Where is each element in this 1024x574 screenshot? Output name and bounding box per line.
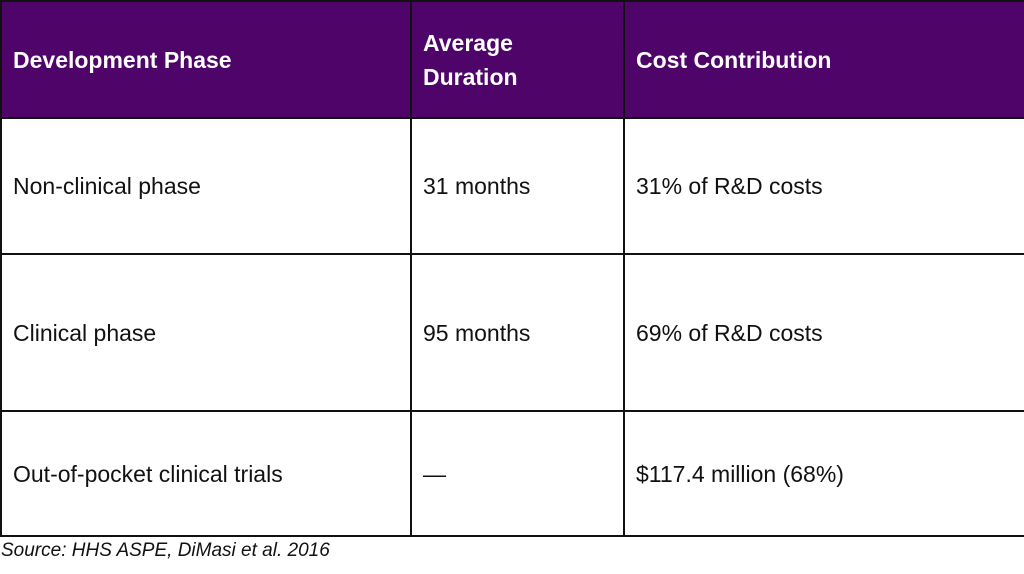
cost-table: Development Phase Average Duration Cost … — [0, 0, 1024, 537]
cell-cost: 31% of R&D costs — [623, 117, 1024, 255]
table-header-row: Development Phase Average Duration Cost … — [0, 0, 1024, 119]
cell-duration: — — [410, 410, 625, 537]
table-row: Non-clinical phase 31 months 31% of R&D … — [0, 117, 1024, 255]
cell-phase: Clinical phase — [0, 253, 412, 412]
cell-phase: Out-of-pocket clinical trials — [0, 410, 412, 537]
header-average-duration: Average Duration — [410, 0, 625, 119]
header-development-phase: Development Phase — [0, 0, 412, 119]
cell-cost: 69% of R&D costs — [623, 253, 1024, 412]
source-note: Source: HHS ASPE, DiMasi et al. 2016 — [1, 540, 330, 561]
cell-phase: Non-clinical phase — [0, 117, 412, 255]
table-row: Clinical phase 95 months 69% of R&D cost… — [0, 253, 1024, 412]
cell-duration: 95 months — [410, 253, 625, 412]
header-cost-contribution: Cost Contribution — [623, 0, 1024, 119]
cell-duration: 31 months — [410, 117, 625, 255]
cell-cost: $117.4 million (68%) — [623, 410, 1024, 537]
table-row: Out-of-pocket clinical trials — $117.4 m… — [0, 410, 1024, 537]
